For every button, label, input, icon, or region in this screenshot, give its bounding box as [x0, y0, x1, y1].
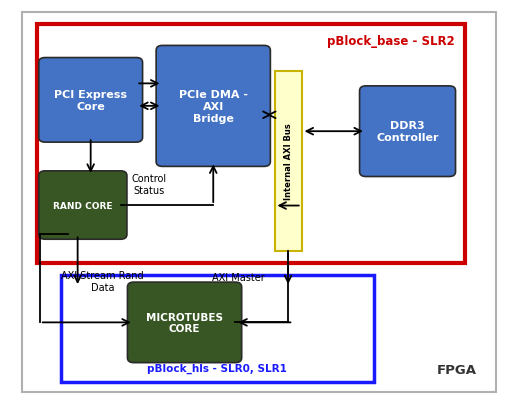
Text: AXI Master: AXI Master [212, 272, 265, 282]
Text: DDR3
Controller: DDR3 Controller [377, 121, 439, 143]
FancyBboxPatch shape [21, 13, 496, 392]
FancyBboxPatch shape [128, 282, 242, 363]
FancyBboxPatch shape [37, 25, 465, 263]
FancyBboxPatch shape [156, 46, 270, 167]
FancyBboxPatch shape [39, 58, 143, 143]
Text: PCIe DMA -
AXI
Bridge: PCIe DMA - AXI Bridge [179, 90, 248, 123]
Text: AXI Stream Rand
Data: AXI Stream Rand Data [61, 271, 144, 292]
Text: pBlock_base - SLR2: pBlock_base - SLR2 [327, 35, 454, 48]
Text: Control
Status: Control Status [132, 174, 167, 195]
FancyBboxPatch shape [275, 71, 302, 251]
Text: Internal AXI Bus: Internal AXI Bus [283, 123, 292, 199]
Text: MICROTUBES
CORE: MICROTUBES CORE [146, 312, 223, 333]
FancyBboxPatch shape [360, 87, 456, 177]
FancyBboxPatch shape [61, 275, 373, 382]
Text: RAND CORE: RAND CORE [53, 201, 112, 210]
Text: pBlock_hls - SLR0, SLR1: pBlock_hls - SLR0, SLR1 [147, 363, 287, 373]
Text: PCI Express
Core: PCI Express Core [54, 90, 127, 111]
FancyBboxPatch shape [39, 171, 127, 240]
Text: FPGA: FPGA [437, 364, 477, 377]
